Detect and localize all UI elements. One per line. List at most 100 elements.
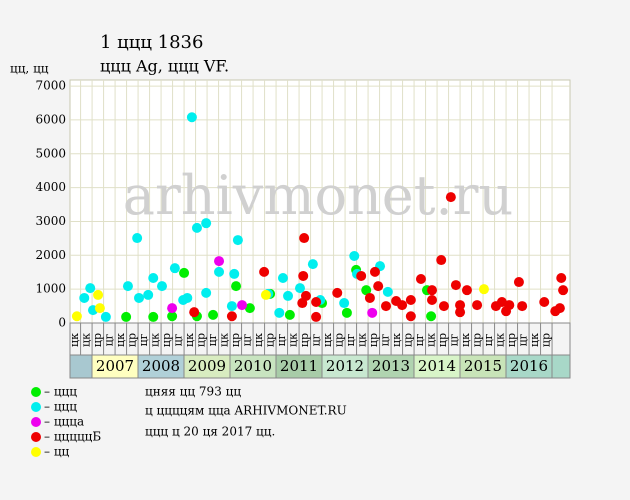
x-tick-label: цг	[171, 333, 184, 346]
x-tick-label: цр	[539, 333, 552, 347]
point	[450, 280, 461, 291]
x-tick-label: цр	[436, 333, 449, 347]
point	[299, 233, 310, 244]
y-tick-label: 7000	[35, 79, 66, 93]
point	[369, 266, 380, 277]
x-tick-label: цг	[275, 333, 288, 346]
point	[167, 303, 178, 314]
note: цняя цц 793 цц	[145, 385, 241, 399]
x-tick-label: цр	[263, 333, 276, 347]
point	[226, 301, 237, 312]
x-tick-label: цк	[79, 333, 92, 347]
note: ццц ц 20 ця 2017 цц.	[145, 425, 275, 439]
point	[513, 277, 524, 288]
x-tick-label: цг	[137, 333, 150, 346]
point	[300, 290, 311, 301]
x-tick-label: цк	[355, 333, 368, 347]
year-label: 2010	[234, 357, 272, 375]
point	[231, 281, 242, 292]
point	[169, 263, 180, 274]
point	[341, 307, 352, 318]
point	[311, 297, 322, 308]
year-label: 2009	[188, 357, 226, 375]
legend-swatch	[31, 387, 41, 397]
year-label: 2016	[510, 357, 548, 375]
x-tick-label: цг	[206, 333, 219, 346]
point	[504, 300, 515, 311]
point	[201, 287, 212, 298]
x-tick-label: цр	[505, 333, 518, 347]
point	[85, 283, 96, 294]
x-tick-label: цр	[125, 333, 138, 347]
point	[472, 300, 483, 311]
point	[517, 301, 528, 312]
point	[455, 307, 466, 318]
point	[156, 281, 167, 292]
point	[214, 266, 225, 277]
point	[461, 285, 472, 296]
point	[373, 281, 384, 292]
point	[311, 311, 322, 322]
x-tick-label: цр	[470, 333, 483, 347]
point	[436, 255, 447, 266]
x-tick-label: цр	[194, 333, 207, 347]
point	[283, 290, 294, 301]
x-tick-label: цр	[229, 333, 242, 347]
point	[186, 112, 197, 123]
point	[214, 256, 225, 267]
point	[277, 272, 288, 283]
point	[94, 303, 105, 314]
point	[405, 311, 416, 322]
point	[71, 311, 82, 322]
legend-label: – ццц	[44, 400, 77, 414]
point	[554, 303, 565, 314]
point	[93, 289, 104, 300]
x-tick-label: цр	[298, 333, 311, 347]
x-tick-label: цр	[332, 333, 345, 347]
point	[556, 272, 567, 283]
point	[356, 270, 367, 281]
year-cell	[505, 354, 553, 379]
point	[445, 192, 456, 203]
point	[349, 250, 360, 261]
note: ц ццццям цца ARHIVMONET.RU	[145, 404, 347, 418]
legend-label: – цц	[44, 445, 70, 459]
chart-title: 1 ццц 1836	[100, 32, 203, 53]
x-tick-label: цк	[424, 333, 437, 347]
point	[167, 311, 178, 322]
x-tick-label: цк	[217, 333, 230, 347]
point	[364, 292, 375, 303]
year-label: 2015	[464, 357, 502, 375]
point	[367, 307, 378, 318]
point	[201, 218, 212, 229]
point	[478, 284, 489, 295]
x-tick-label: цг	[240, 333, 253, 346]
x-tick-label: цк	[252, 333, 265, 347]
x-tick-label: цг	[378, 333, 391, 346]
legend-label: – ццца	[44, 415, 84, 429]
x-tick-label: цк	[286, 333, 299, 347]
point	[332, 287, 343, 298]
point	[259, 266, 270, 277]
point	[397, 300, 408, 311]
point	[122, 281, 133, 292]
point	[426, 311, 437, 322]
x-tick-label: цг	[102, 333, 115, 346]
point	[232, 235, 243, 246]
point	[189, 307, 200, 318]
point	[438, 301, 449, 312]
point	[427, 285, 438, 296]
point	[558, 285, 569, 296]
point	[339, 298, 350, 309]
x-tick-label: цр	[160, 333, 173, 347]
x-tick-label: цк	[114, 333, 127, 347]
year-label: 2014	[418, 357, 456, 375]
point	[148, 272, 159, 283]
x-tick-label: цк	[321, 333, 334, 347]
point	[121, 311, 132, 322]
x-tick-label: цк	[148, 333, 161, 347]
legend-swatch	[31, 447, 41, 457]
x-tick-label: цр	[401, 333, 414, 347]
year-label: 2013	[372, 357, 410, 375]
